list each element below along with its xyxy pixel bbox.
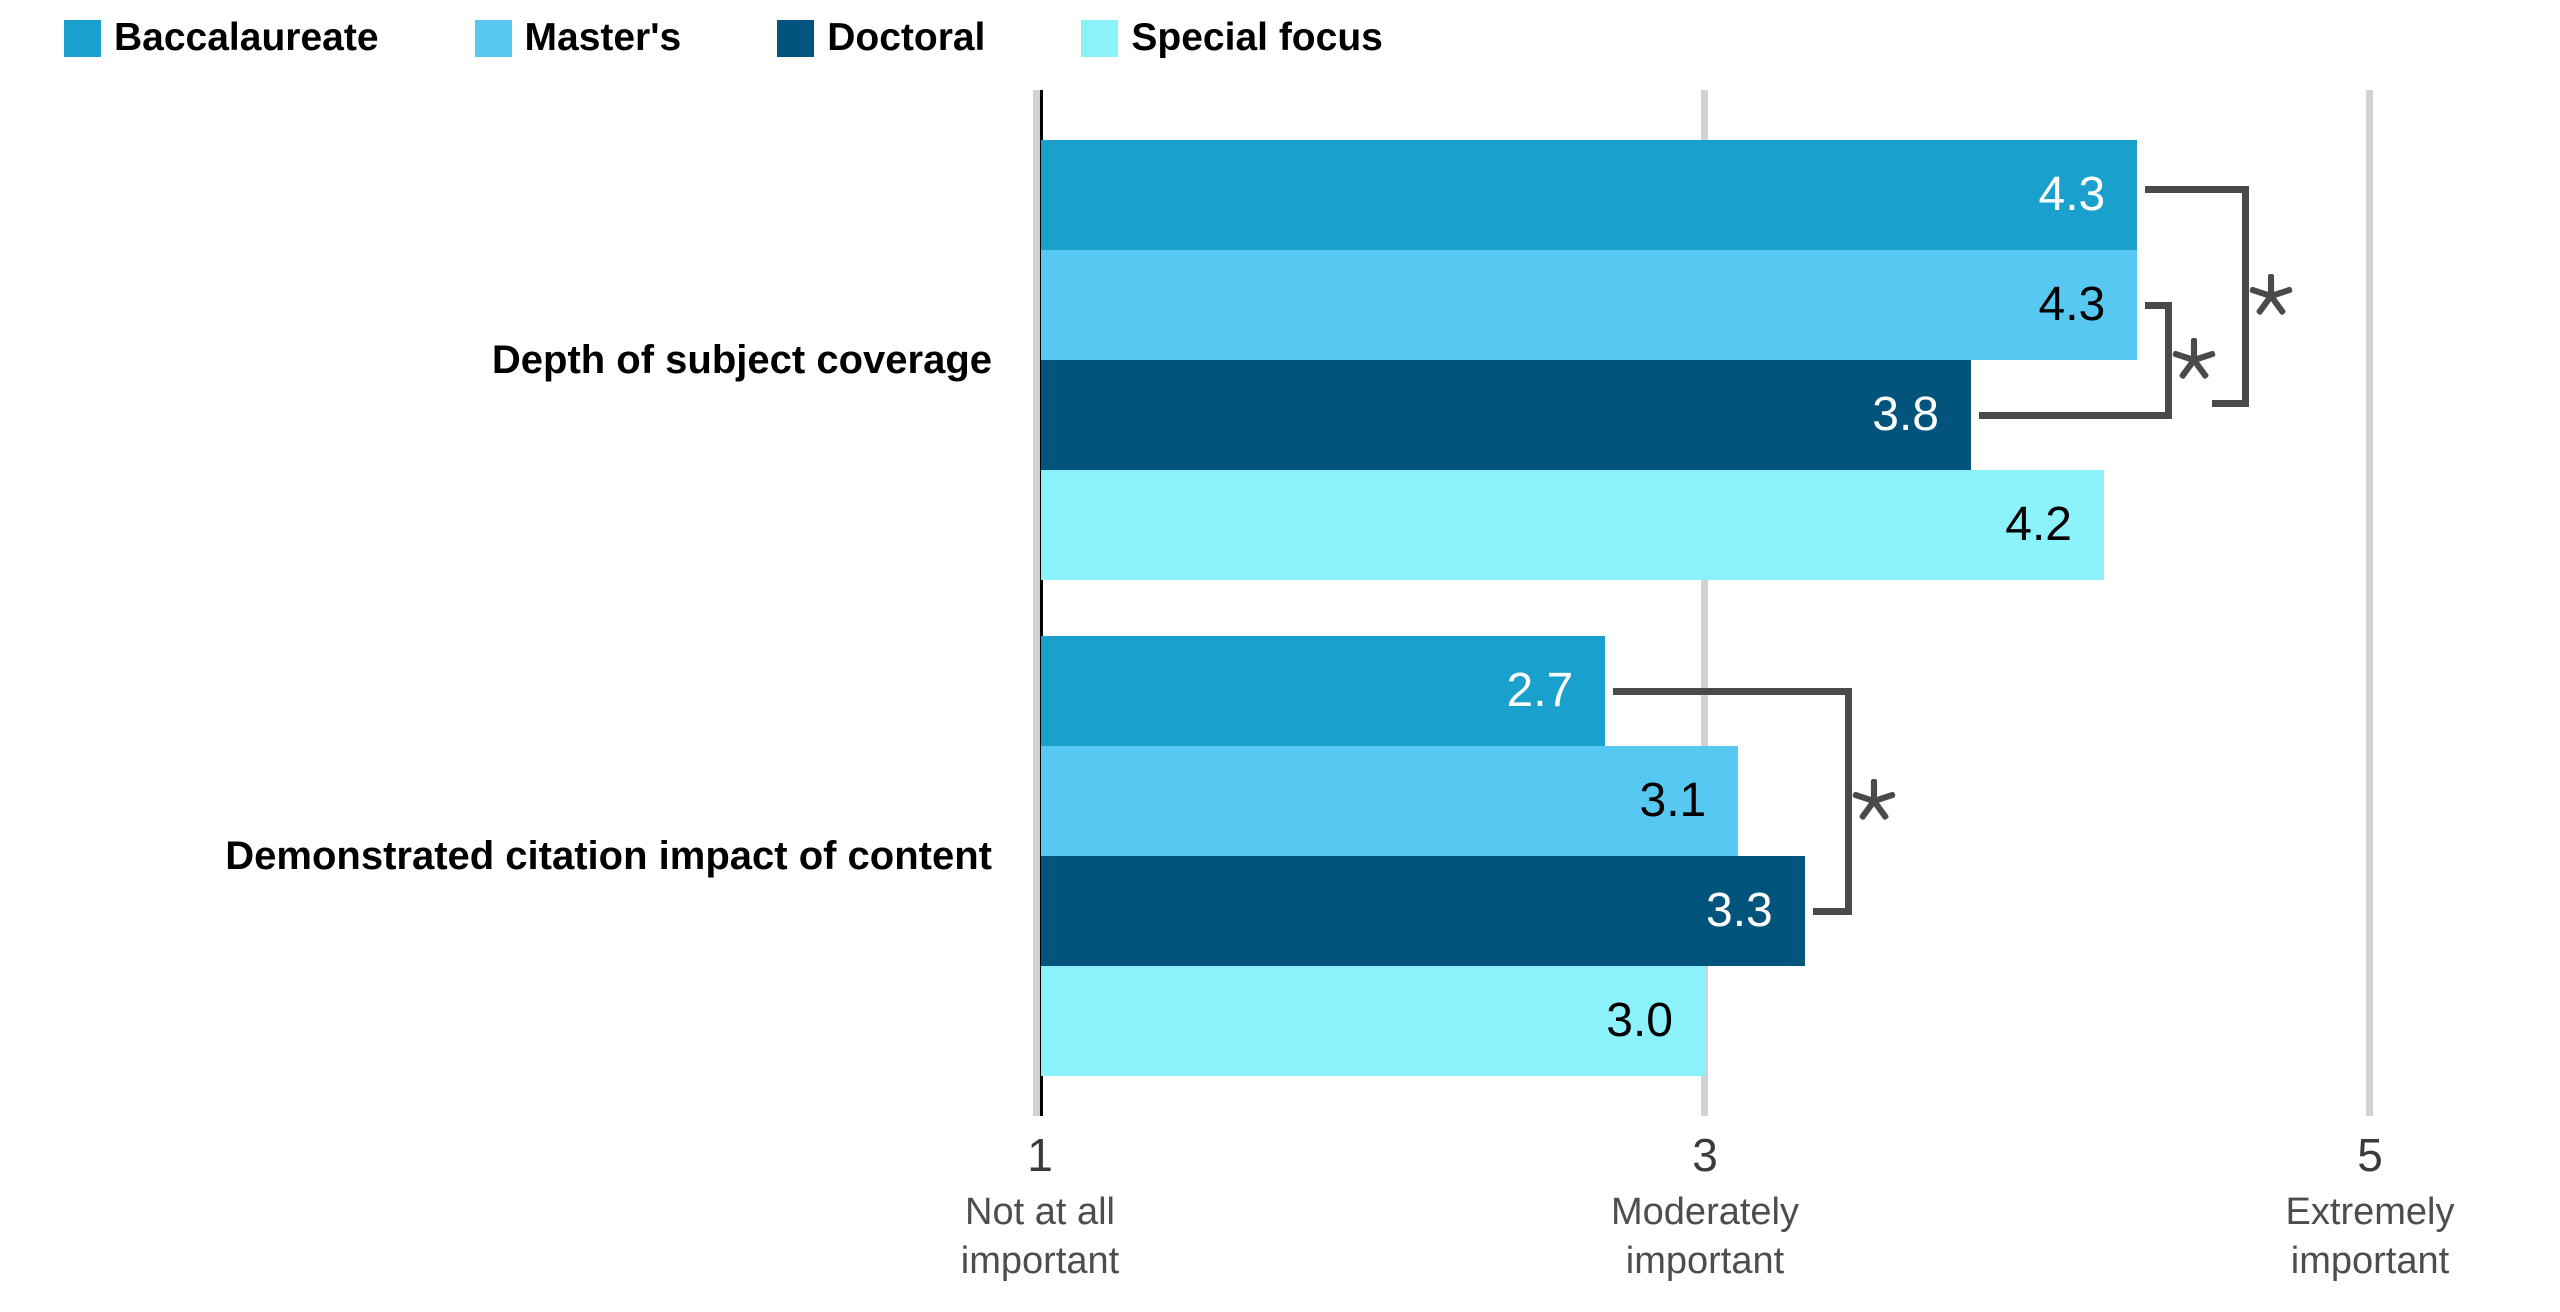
legend-label: Master's <box>524 16 682 59</box>
bar-special-focus-1 <box>1041 966 1705 1076</box>
gridline-x1 <box>1033 90 1040 1116</box>
sig-bracket-arm-bottom <box>1979 411 2173 419</box>
bar-special-focus-0 <box>1041 470 2104 580</box>
legend-label: Baccalaureate <box>114 16 379 59</box>
legend-swatch-icon <box>1081 19 1119 57</box>
sig-bracket-arm-top <box>1613 687 1852 695</box>
bar-master-s-0 <box>1041 250 2138 360</box>
legend-swatch-icon <box>64 19 101 57</box>
legend-swatch-icon <box>777 19 815 57</box>
legend: Baccalaureate Master's Doctoral Special foc… <box>64 16 1383 60</box>
legend-swatch-icon <box>474 19 512 57</box>
legend-item-special-focus: Special focus <box>1081 16 1383 60</box>
axis-baseline <box>1040 90 1043 1116</box>
bar-doctoral-0 <box>1041 360 1971 470</box>
bar-value-label: 3.3 <box>1706 884 1773 937</box>
sig-bracket-vertical <box>1844 687 1852 915</box>
legend-item-baccalaureate: Baccalaureate <box>64 16 379 60</box>
sig-bracket-arm-top <box>2145 185 2250 193</box>
x-tick-5: 5 <box>2357 1129 2383 1181</box>
bar-master-s-1 <box>1041 746 1739 856</box>
sig-bracket-arm-top <box>2145 301 2173 309</box>
asterisk-icon <box>1852 779 1896 820</box>
gridline-x5 <box>2366 90 2373 1116</box>
significance-asterisk <box>2172 338 2216 382</box>
category-label-1: Demonstrated citation impact of content <box>225 834 992 878</box>
legend-label: Special focus <box>1131 16 1383 59</box>
sig-bracket-vertical <box>2165 301 2173 419</box>
category-label-0: Depth of subject coverage <box>491 338 992 382</box>
sig-bracket-arm-bottom <box>2212 399 2250 407</box>
x-tick-sublabel-5: Extremely important <box>2285 1191 2455 1282</box>
asterisk-icon <box>2172 338 2216 379</box>
legend-item-master-s: Master's <box>474 16 682 60</box>
x-tick-sublabel-1: Not at all important <box>960 1191 1120 1282</box>
bar-value-label: 3.8 <box>1872 388 1939 441</box>
significance-asterisk <box>1852 779 1896 823</box>
bar-baccalaureate-0 <box>1041 140 2138 250</box>
x-tick-3: 3 <box>1692 1129 1718 1181</box>
sig-bracket-arm-bottom <box>1812 907 1852 915</box>
bar-value-label: 3.0 <box>1606 994 1673 1047</box>
bar-baccalaureate-1 <box>1041 636 1606 746</box>
significance-asterisk <box>2249 274 2293 318</box>
bar-value-label: 2.7 <box>1506 664 1574 717</box>
sig-bracket-vertical <box>2242 185 2250 407</box>
asterisk-icon <box>2249 274 2293 315</box>
x-tick-sublabel-3: Moderately important <box>1611 1191 1799 1282</box>
legend-label: Doctoral <box>827 16 986 59</box>
legend-item-doctoral: Doctoral <box>777 16 985 60</box>
gridline-x3 <box>1701 90 1708 1116</box>
bar-value-label: 4.2 <box>2005 498 2072 551</box>
bar-value-label: 4.3 <box>2038 168 2106 221</box>
bar-value-label: 4.3 <box>2038 278 2106 331</box>
bar-value-label: 3.1 <box>1639 774 1707 827</box>
x-tick-1: 1 <box>1027 1129 1053 1181</box>
bar-doctoral-1 <box>1041 856 1805 966</box>
